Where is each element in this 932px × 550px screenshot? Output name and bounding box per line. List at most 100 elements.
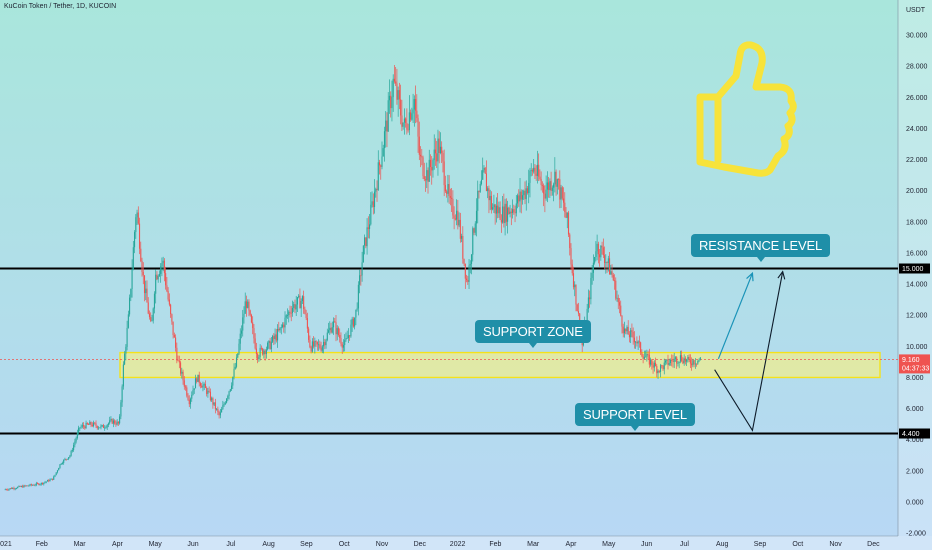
candle-body [344,340,346,346]
candle-body [387,100,389,132]
support-zone-rect[interactable] [119,351,881,379]
candle-body [49,479,51,482]
x-tick-label: Jun [641,541,652,548]
candle-body [51,478,54,480]
candle-body [606,262,608,264]
candle-body [216,408,218,410]
candle-body [652,365,654,368]
candle-body [106,424,108,428]
candle-body [196,378,198,382]
candle-body [530,170,532,171]
candle-body [354,317,356,327]
candle-body [280,327,282,328]
candle-body [432,160,434,171]
candle-body [138,223,141,249]
candle-body [480,179,483,184]
candle-body [544,193,546,199]
candle-body [636,341,638,344]
candle-body [78,427,80,433]
y-tick-label: 12.000 [906,313,928,320]
candle-body [125,346,127,354]
candle-body [571,264,573,274]
candle-body [656,366,658,374]
candle-body [345,338,347,341]
x-tick-label: 2021 [0,541,12,548]
candles [4,64,701,491]
candle-body [342,345,345,348]
candle-body [120,402,122,417]
candle-body [147,302,149,314]
candle-body [132,247,134,270]
candle-body [331,327,333,333]
candle-body [9,488,11,489]
candle-body [508,207,510,214]
candle-body [91,424,93,426]
y-tick-label: 28.000 [906,64,928,71]
candle-body [419,154,422,157]
candle-body [253,328,255,339]
candle-body [28,485,30,487]
candle-body [187,395,189,400]
candle-body [377,162,379,190]
candle-body [457,210,459,226]
candle-body [110,419,112,421]
x-tick-label: May [149,541,163,548]
resistance-level-callout[interactable]: RESISTANCE LEVEL [691,234,830,262]
candle-body [92,422,95,426]
candle-body [489,195,491,201]
candle-body [69,455,71,458]
candle-body [102,425,105,428]
candle-body [494,204,496,214]
y-tick-label: 0.000 [906,500,924,507]
candle-body [346,338,348,339]
candle-body [314,341,316,347]
candle-body [655,362,657,367]
candle-body [278,328,280,331]
x-tick-label: Jul [226,541,235,548]
candle-body [80,426,82,428]
candle-body [396,83,398,100]
candle-body [54,474,56,477]
candle-body [61,463,63,464]
candle-body [230,385,233,390]
candle-body [324,341,326,346]
candle-body [286,315,289,316]
candle-body [199,383,202,386]
candle-body [20,486,22,487]
candle-body [689,359,691,364]
candle-body [23,485,25,488]
candle-body [395,81,397,84]
candle-body [577,311,580,314]
candle-body [524,190,526,200]
support-level-callout[interactable]: SUPPORT LEVEL [575,403,695,431]
x-tick-label: Oct [339,541,350,548]
candle-body [607,258,609,264]
candle-body [369,224,371,229]
candle-body [412,109,414,114]
candle-body [70,450,72,456]
candle-body [73,444,75,451]
candle-body [560,187,562,200]
candle-body [136,212,138,218]
candle-body [564,202,566,212]
candle-body [131,269,133,289]
candle-body [176,347,178,361]
candle-body [336,328,338,335]
candle-body [433,149,435,161]
candle-body [146,288,148,303]
y-tick-label: 16.000 [906,250,928,257]
candle-body [676,357,678,364]
candle-body [400,99,402,116]
candle-body [594,256,596,263]
candle-body [548,182,550,191]
candle-body [224,402,226,404]
candle-body [382,148,384,157]
candle-body [534,167,536,174]
candle-body [612,274,614,281]
support-zone-callout[interactable]: SUPPORT ZONE [475,320,591,348]
candle-body [373,191,376,208]
candle-body [643,356,645,359]
candle-body [366,227,368,247]
candle-body [545,189,547,199]
